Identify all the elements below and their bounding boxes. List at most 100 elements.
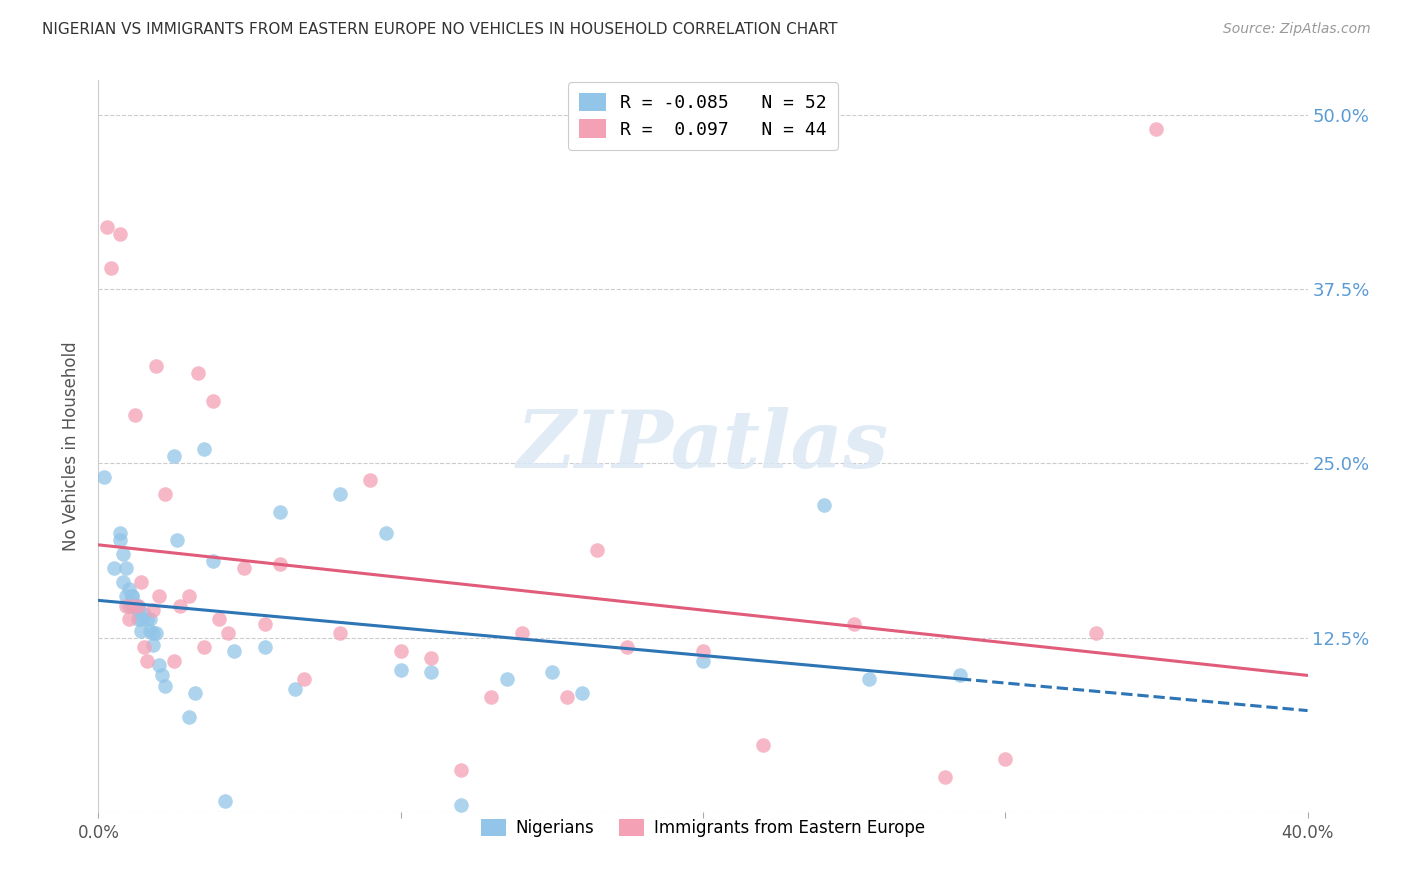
Point	[208, 612, 231, 626]
Point	[169, 599, 191, 613]
Point	[858, 673, 880, 687]
Point	[108, 526, 131, 541]
Point	[179, 710, 201, 724]
Point	[481, 690, 503, 705]
Point	[292, 673, 315, 687]
Point	[129, 624, 152, 638]
Point	[571, 686, 593, 700]
Point	[360, 473, 382, 487]
Point	[692, 654, 714, 668]
Point	[127, 599, 149, 613]
Point	[124, 408, 146, 422]
Text: ZIPatlas: ZIPatlas	[517, 408, 889, 484]
Point	[142, 603, 165, 617]
Point	[145, 626, 167, 640]
Point	[934, 770, 956, 784]
Point	[114, 599, 136, 613]
Point	[994, 752, 1017, 766]
Point	[224, 644, 246, 658]
Point	[217, 626, 239, 640]
Point	[148, 589, 170, 603]
Y-axis label: No Vehicles in Household: No Vehicles in Household	[62, 341, 80, 551]
Point	[132, 607, 155, 621]
Point	[124, 599, 146, 613]
Point	[202, 393, 225, 408]
Point	[108, 533, 131, 547]
Point	[193, 442, 215, 457]
Point	[127, 599, 149, 613]
Point	[124, 599, 146, 613]
Text: Source: ZipAtlas.com: Source: ZipAtlas.com	[1223, 22, 1371, 37]
Point	[510, 626, 533, 640]
Point	[253, 616, 276, 631]
Point	[111, 547, 134, 561]
Point	[139, 624, 162, 638]
Point	[153, 487, 176, 501]
Point	[148, 658, 170, 673]
Point	[284, 682, 307, 697]
Point	[269, 505, 291, 519]
Point	[150, 668, 173, 682]
Point	[96, 219, 118, 234]
Point	[555, 690, 578, 705]
Point	[752, 738, 775, 752]
Point	[1085, 626, 1108, 640]
Point	[269, 557, 291, 571]
Point	[111, 574, 134, 589]
Point	[135, 612, 157, 626]
Legend: Nigerians, Immigrants from Eastern Europe: Nigerians, Immigrants from Eastern Europ…	[474, 812, 932, 844]
Point	[193, 640, 215, 655]
Point	[135, 654, 157, 668]
Point	[389, 644, 412, 658]
Point	[142, 638, 165, 652]
Point	[163, 450, 186, 464]
Point	[495, 673, 517, 687]
Point	[214, 794, 236, 808]
Point	[114, 589, 136, 603]
Point	[121, 599, 143, 613]
Point	[129, 574, 152, 589]
Point	[253, 640, 276, 655]
Point	[129, 612, 152, 626]
Point	[121, 589, 143, 603]
Point	[108, 227, 131, 241]
Point	[420, 665, 443, 680]
Point	[232, 561, 254, 575]
Point	[949, 668, 972, 682]
Point	[153, 679, 176, 693]
Point	[118, 599, 141, 613]
Point	[121, 589, 143, 603]
Point	[145, 359, 167, 373]
Point	[389, 663, 412, 677]
Point	[450, 763, 472, 777]
Point	[616, 640, 638, 655]
Point	[163, 654, 186, 668]
Point	[374, 526, 396, 541]
Point	[139, 612, 162, 626]
Point	[166, 533, 188, 547]
Point	[100, 261, 122, 276]
Point	[118, 582, 141, 596]
Point	[540, 665, 562, 680]
Point	[813, 498, 835, 512]
Point	[329, 626, 352, 640]
Point	[118, 612, 141, 626]
Point	[692, 644, 714, 658]
Point	[1144, 122, 1167, 136]
Point	[142, 626, 165, 640]
Point	[127, 603, 149, 617]
Point	[844, 616, 866, 631]
Point	[179, 589, 201, 603]
Point	[187, 366, 209, 380]
Point	[132, 640, 155, 655]
Point	[420, 651, 443, 665]
Point	[202, 554, 225, 568]
Point	[184, 686, 207, 700]
Point	[450, 797, 472, 812]
Text: NIGERIAN VS IMMIGRANTS FROM EASTERN EUROPE NO VEHICLES IN HOUSEHOLD CORRELATION : NIGERIAN VS IMMIGRANTS FROM EASTERN EURO…	[42, 22, 838, 37]
Point	[586, 542, 609, 557]
Point	[114, 561, 136, 575]
Point	[93, 470, 115, 484]
Point	[103, 561, 125, 575]
Point	[127, 612, 149, 626]
